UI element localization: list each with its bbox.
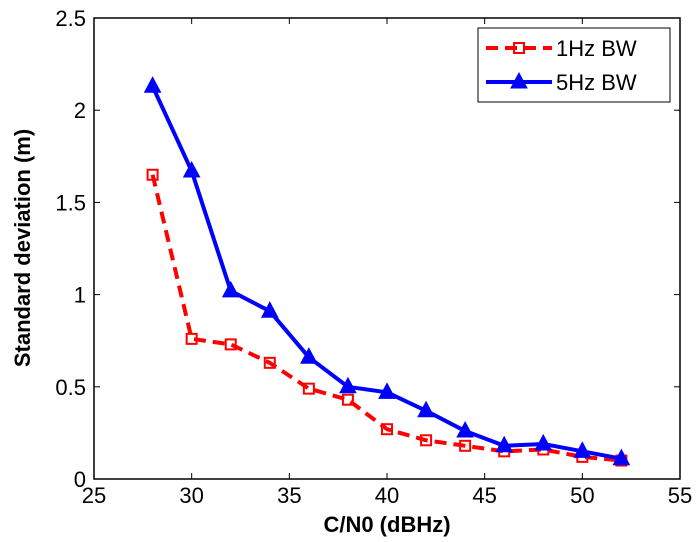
y-tick-label: 0.5 [55, 375, 86, 400]
data-point [495, 435, 514, 453]
legend-marker [513, 42, 525, 54]
data-point [300, 347, 318, 364]
data-point [185, 332, 198, 345]
data-point [339, 376, 357, 394]
data-point [378, 382, 396, 399]
x-tick-label: 30 [179, 483, 203, 508]
data-point [612, 448, 631, 466]
data-point [573, 441, 592, 458]
y-tick-label: 2.5 [55, 6, 86, 31]
y-axis-label: Standard deviation (m) [10, 129, 35, 367]
data-point [146, 168, 159, 181]
data-point [456, 420, 474, 438]
x-tick-label: 35 [277, 483, 301, 508]
legend: 1Hz BW 5Hz BW [477, 27, 671, 103]
y-tick-label: 1 [74, 283, 86, 308]
y-tick-label: 2 [74, 98, 86, 123]
data-point [263, 356, 276, 369]
data-point [221, 280, 240, 298]
data-point [341, 393, 354, 406]
data-point [224, 338, 237, 351]
data-point [420, 434, 433, 447]
legend-label: 1Hz BW [556, 36, 637, 61]
x-tick-label: 40 [375, 483, 399, 508]
data-point [260, 301, 279, 318]
x-tick-label: 50 [570, 483, 594, 508]
legend-marker [510, 71, 528, 89]
legend-box [477, 27, 671, 103]
x-tick-label: 45 [472, 483, 496, 508]
data-point [143, 76, 162, 93]
legend-label: 5Hz BW [556, 70, 637, 95]
x-tick-label: 55 [668, 483, 692, 508]
data-point [534, 433, 553, 451]
data-point [417, 400, 435, 418]
x-axis-label: C/N0 (dBHz) [323, 512, 450, 537]
data-point [459, 439, 472, 452]
y-tick-label: 1.5 [55, 190, 86, 215]
data-point [302, 382, 315, 395]
axis-ticks: 25 30 35 40 45 50 55 0 0.5 1 1.5 2 2.5 [55, 6, 692, 508]
data-point [182, 160, 201, 178]
data-point [381, 423, 393, 436]
series-2 [143, 76, 631, 466]
plot-area [143, 76, 631, 467]
x-tick-label: 25 [82, 483, 106, 508]
y-tick-label: 0 [74, 467, 86, 492]
series-line [150, 174, 622, 463]
